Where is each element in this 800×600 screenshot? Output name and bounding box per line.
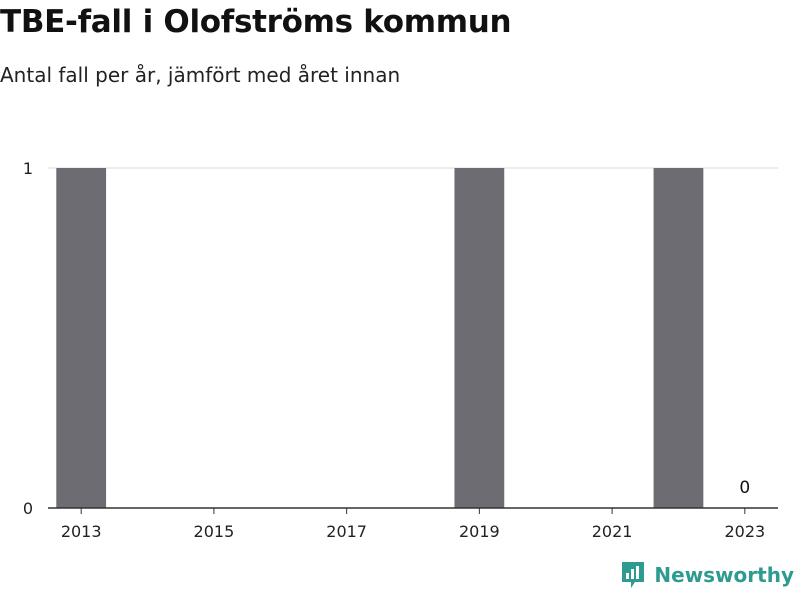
- y-tick-label: 0: [23, 499, 33, 518]
- newsworthy-logo: Newsworthy: [620, 560, 794, 590]
- x-tick-label: 2019: [459, 522, 500, 541]
- axes: [48, 507, 778, 514]
- newsworthy-logo-icon: [622, 562, 645, 588]
- bars: [56, 168, 704, 508]
- x-tick-label: 2015: [194, 522, 235, 541]
- data-label-2023: 0: [739, 478, 750, 498]
- labels: 0 1 2013 2015 2017 2019 2021 2023 0: [23, 159, 765, 541]
- x-tick-label: 2021: [592, 522, 633, 541]
- chart-title: TBE-fall i Olofströms kommun: [0, 4, 512, 40]
- x-tick-label: 2023: [724, 522, 765, 541]
- bar-2022: [653, 168, 704, 508]
- bar-2013: [56, 168, 107, 508]
- bar-2019: [454, 168, 505, 508]
- x-tick-label: 2013: [61, 522, 102, 541]
- y-tick-label: 1: [23, 159, 33, 178]
- chart-subtitle: Antal fall per år, jämfört med året inna…: [0, 63, 401, 87]
- x-tick-label: 2017: [326, 522, 367, 541]
- brand-name: Newsworthy: [654, 563, 794, 587]
